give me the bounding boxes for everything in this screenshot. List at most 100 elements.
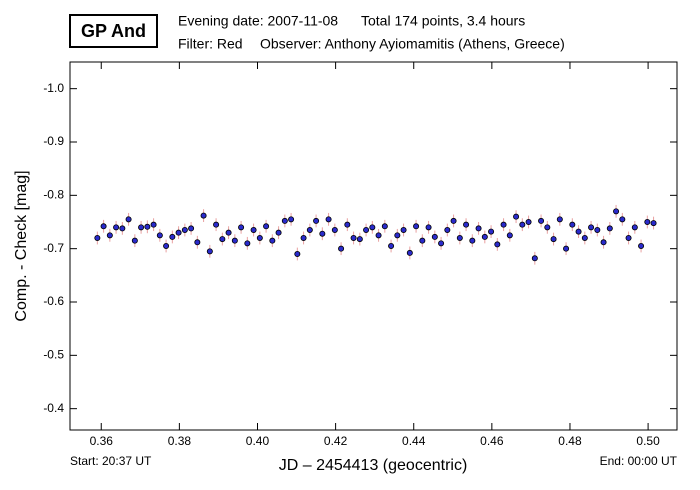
total: Total 174 points, 3.4 hours — [361, 13, 525, 29]
data-point — [369, 224, 376, 231]
data-point — [406, 249, 413, 256]
data-point — [150, 221, 157, 228]
data-point — [588, 224, 595, 231]
data-point — [188, 225, 195, 232]
data-point — [519, 221, 526, 228]
data-point — [644, 218, 651, 225]
data-point — [138, 224, 145, 231]
data-point — [300, 234, 307, 241]
data-point — [306, 226, 313, 233]
x-tick-label: 0.44 — [402, 434, 426, 448]
data-point — [556, 216, 563, 223]
data-point — [363, 226, 370, 233]
data-point — [100, 223, 107, 230]
data-point — [431, 233, 438, 240]
data-point — [419, 237, 426, 244]
data-point — [119, 225, 126, 232]
x-tick-label: 0.38 — [168, 434, 192, 448]
data-point — [381, 223, 388, 230]
data-point — [156, 232, 163, 239]
start-label: Start: 20:37 UT — [70, 454, 152, 468]
data-point — [319, 230, 326, 237]
data-point — [231, 237, 238, 244]
data-point — [613, 208, 620, 215]
data-point — [469, 237, 476, 244]
data-point — [450, 217, 457, 224]
data-point — [488, 228, 495, 235]
data-point — [325, 216, 332, 223]
data-point — [650, 220, 657, 227]
data-point — [213, 221, 220, 228]
y-tick-label: -0.5 — [43, 348, 64, 362]
data-point — [400, 226, 407, 233]
data-point — [263, 223, 270, 230]
data-point — [113, 224, 120, 231]
data-point — [275, 229, 282, 236]
data-point — [344, 221, 351, 228]
filter: Filter: Red — [178, 36, 243, 52]
data-point — [456, 234, 463, 241]
data-point — [481, 233, 488, 240]
data-point — [413, 223, 420, 230]
data-point — [219, 236, 226, 243]
data-point — [256, 234, 263, 241]
x-tick-label: 0.48 — [558, 434, 582, 448]
data-point — [350, 234, 357, 241]
data-point — [144, 223, 151, 230]
data-point — [600, 239, 607, 246]
data-point — [631, 224, 638, 231]
data-point — [194, 239, 201, 246]
x-tick-label: 0.42 — [324, 434, 348, 448]
data-point — [244, 240, 251, 247]
y-tick-label: -0.6 — [43, 294, 64, 308]
data-point — [294, 250, 301, 257]
data-point — [169, 233, 176, 240]
observer: Observer: Anthony Ayiomamitis (Athens, G… — [260, 36, 565, 52]
data-point — [513, 213, 520, 220]
data-point — [269, 237, 276, 244]
y-tick-label: -0.7 — [43, 241, 64, 255]
data-point — [313, 217, 320, 224]
x-tick-label: 0.36 — [90, 434, 114, 448]
y-tick-label: -0.4 — [43, 401, 64, 415]
data-point — [225, 229, 232, 236]
data-point — [563, 245, 570, 252]
data-point — [638, 242, 645, 249]
evening-date: Evening date: 2007-11-08 — [178, 13, 338, 29]
data-point — [444, 226, 451, 233]
title-box — [69, 14, 158, 48]
data-point — [281, 217, 288, 224]
y-tick-label: -1.0 — [43, 81, 64, 95]
data-point — [550, 236, 557, 243]
data-point — [569, 221, 576, 228]
data-point — [388, 242, 395, 249]
data-point — [238, 224, 245, 231]
x-tick-label: 0.40 — [246, 434, 270, 448]
x-axis-label: JD – 2454413 (geocentric) — [279, 457, 468, 474]
data-point — [494, 241, 501, 248]
data-point — [538, 217, 545, 224]
data-point — [175, 229, 182, 236]
data-point — [606, 225, 613, 232]
data-point — [200, 212, 207, 219]
data-point — [394, 232, 401, 239]
y-tick-label: -0.8 — [43, 188, 64, 202]
data-point — [338, 245, 345, 252]
data-point — [356, 236, 363, 243]
data-point — [463, 221, 470, 228]
data-point — [594, 226, 601, 233]
data-point — [94, 234, 101, 241]
data-point — [425, 224, 432, 231]
data-point — [375, 232, 382, 239]
data-point — [475, 225, 482, 232]
data-point — [544, 224, 551, 231]
data-point — [525, 218, 532, 225]
data-point — [506, 232, 513, 239]
x-tick-label: 0.46 — [480, 434, 504, 448]
end-label: End: 00:00 UT — [600, 454, 678, 468]
data-point — [531, 255, 538, 262]
data-point — [125, 216, 132, 223]
data-point — [163, 242, 170, 249]
